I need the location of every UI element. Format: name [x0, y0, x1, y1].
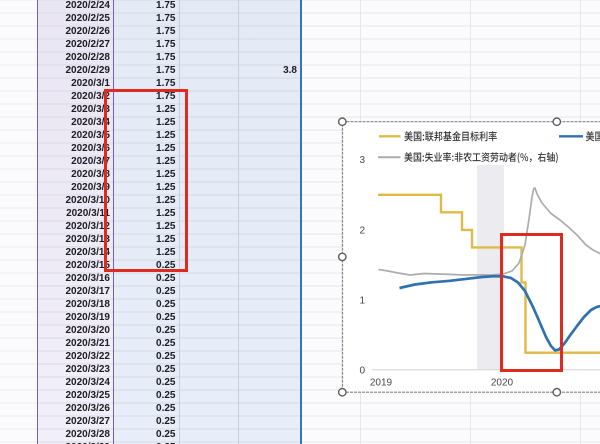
- svg-text:3: 3: [359, 155, 365, 166]
- svg-text:2: 2: [359, 225, 365, 236]
- svg-text:0: 0: [359, 366, 365, 377]
- svg-text:2019: 2019: [370, 378, 393, 389]
- svg-text:1: 1: [359, 296, 365, 307]
- svg-text:2020: 2020: [491, 378, 514, 389]
